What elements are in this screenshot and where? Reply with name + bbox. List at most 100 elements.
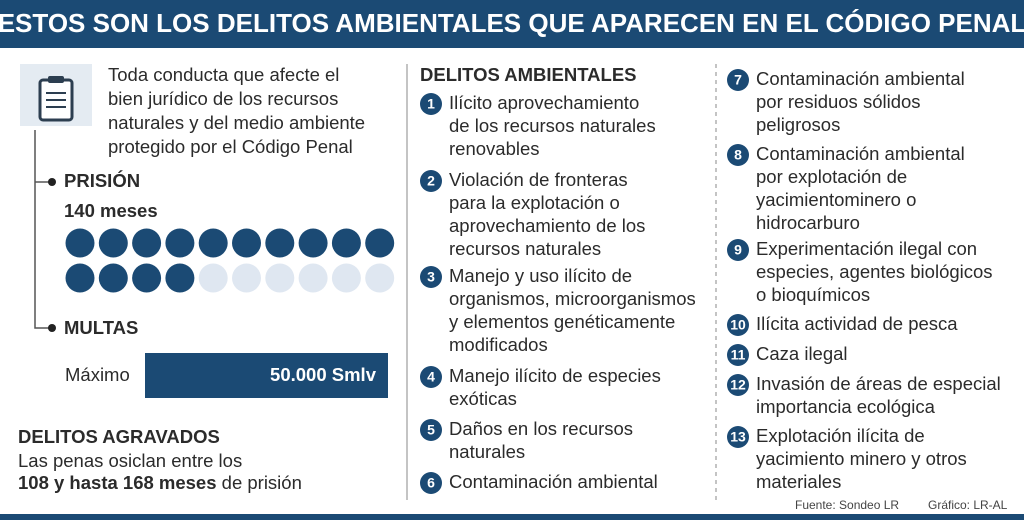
item-text: de los recursos naturales: [449, 115, 656, 136]
dot: [232, 263, 261, 293]
item-number: 9: [734, 242, 742, 258]
item-text: Ilícito aprovechamiento: [449, 92, 639, 113]
bullet: [48, 178, 56, 186]
intro-text: Toda conducta que afecte el bien jurídico…: [108, 64, 365, 157]
item-badge: [420, 93, 442, 115]
fines-box: [145, 353, 388, 398]
aggravated-title: DELITOS AGRAVADOS: [18, 426, 220, 447]
dot: [365, 263, 395, 293]
dot: [232, 228, 261, 258]
crime-item: 12 Invasión de áreas de especialimportanc…: [727, 373, 1001, 417]
item-badge: [727, 239, 749, 261]
item-badge: [727, 314, 749, 336]
prison-label: PRISIÓN: [64, 170, 140, 191]
item-text: Manejo y uso ilícito de: [449, 265, 632, 286]
title: ESTOS SON LOS DELITOS AMBIENTALES QUE AP…: [0, 8, 1024, 38]
dot: [165, 263, 195, 293]
item-number: 1: [427, 96, 435, 112]
item-text: naturales: [449, 441, 525, 462]
dot: [132, 228, 162, 258]
item-text: peligrosos: [756, 114, 840, 135]
item-text: Daños en los recursos: [449, 418, 633, 439]
item-text: yacimientominero o: [756, 189, 916, 210]
dot: [331, 228, 361, 258]
timeline: [34, 130, 50, 329]
footer-bar: [0, 514, 1024, 520]
item-badge: [727, 69, 749, 91]
source: Fuente: Sondeo LR: [795, 498, 899, 512]
dot: [132, 263, 162, 293]
item-badge: [420, 419, 442, 441]
dot: [265, 228, 295, 258]
item-text: organismos, microorganismos: [449, 288, 696, 309]
item-text: materiales: [756, 471, 841, 492]
item-number: 11: [731, 347, 746, 363]
item-text: Manejo ilícito de especies: [449, 365, 661, 386]
fines-label: MULTAS: [64, 317, 138, 338]
header-bar: [0, 0, 1024, 48]
crime-item: 10 Ilícita actividad de pesca: [727, 313, 958, 336]
item-text: Invasión de áreas de especial: [756, 373, 1001, 394]
item-number: 8: [734, 147, 742, 163]
item-text: Experimentación ilegal con: [756, 238, 977, 259]
dot: [331, 263, 361, 293]
item-text: o bioquímicos: [756, 284, 870, 305]
item-badge: [727, 374, 749, 396]
item-text: modificados: [449, 334, 548, 355]
intro-line: protegido por el Código Penal: [108, 136, 353, 157]
item-text: especies, agentes biológicos: [756, 261, 993, 282]
item-text: para la explotación o: [449, 192, 620, 213]
dot: [298, 263, 328, 293]
bullet: [48, 324, 56, 332]
item-text: por explotación de: [756, 166, 907, 187]
item-text: Contaminación ambiental: [756, 143, 965, 164]
crimes-title: DELITOS AMBIENTALES: [420, 64, 637, 85]
item-text: Violación de fronteras: [449, 169, 628, 190]
item-text: Ilícita actividad de pesca: [756, 313, 958, 334]
item-text: recursos naturales: [449, 238, 601, 259]
item-text: hidrocarburo: [756, 212, 860, 233]
fines-amount: 50.000 Smlv: [270, 364, 377, 385]
dot: [265, 263, 295, 293]
item-badge: [420, 170, 442, 192]
credit: Gráfico: LR-AL: [928, 498, 1008, 512]
item-badge: [727, 144, 749, 166]
dot: [165, 228, 195, 258]
dot: [65, 263, 95, 293]
item-number: 13: [730, 429, 746, 445]
prison-amount: 140 meses: [64, 200, 158, 221]
dot: [365, 228, 395, 258]
dot: [298, 228, 328, 258]
prison-dots: [65, 228, 395, 293]
item-number: 10: [730, 317, 746, 333]
item-number: 2: [427, 173, 435, 189]
item-text: renovables: [449, 138, 540, 159]
dot: [198, 228, 228, 258]
aggravated-rest: de prisión: [217, 472, 302, 493]
item-text: aprovechamiento de los: [449, 215, 645, 236]
item-text: por residuos sólidos: [756, 91, 921, 112]
dot: [98, 263, 128, 293]
item-number: 4: [427, 369, 435, 385]
item-badge: [420, 366, 442, 388]
item-text: Caza ilegal: [756, 343, 848, 364]
item-text: Contaminación ambiental: [449, 471, 658, 492]
item-badge: [727, 344, 749, 366]
clipboard-icon: [20, 64, 92, 126]
intro-line: naturales y del medio ambiente: [108, 112, 365, 133]
item-text: Contaminación ambiental: [756, 68, 965, 89]
dot: [198, 263, 228, 293]
dot: [65, 228, 95, 258]
item-number: 12: [730, 377, 746, 393]
aggravated-text: 108 y hasta 168 meses de prisión: [18, 472, 302, 493]
dot: [98, 228, 128, 258]
crime-item: 11 Caza ilegal: [727, 343, 848, 366]
